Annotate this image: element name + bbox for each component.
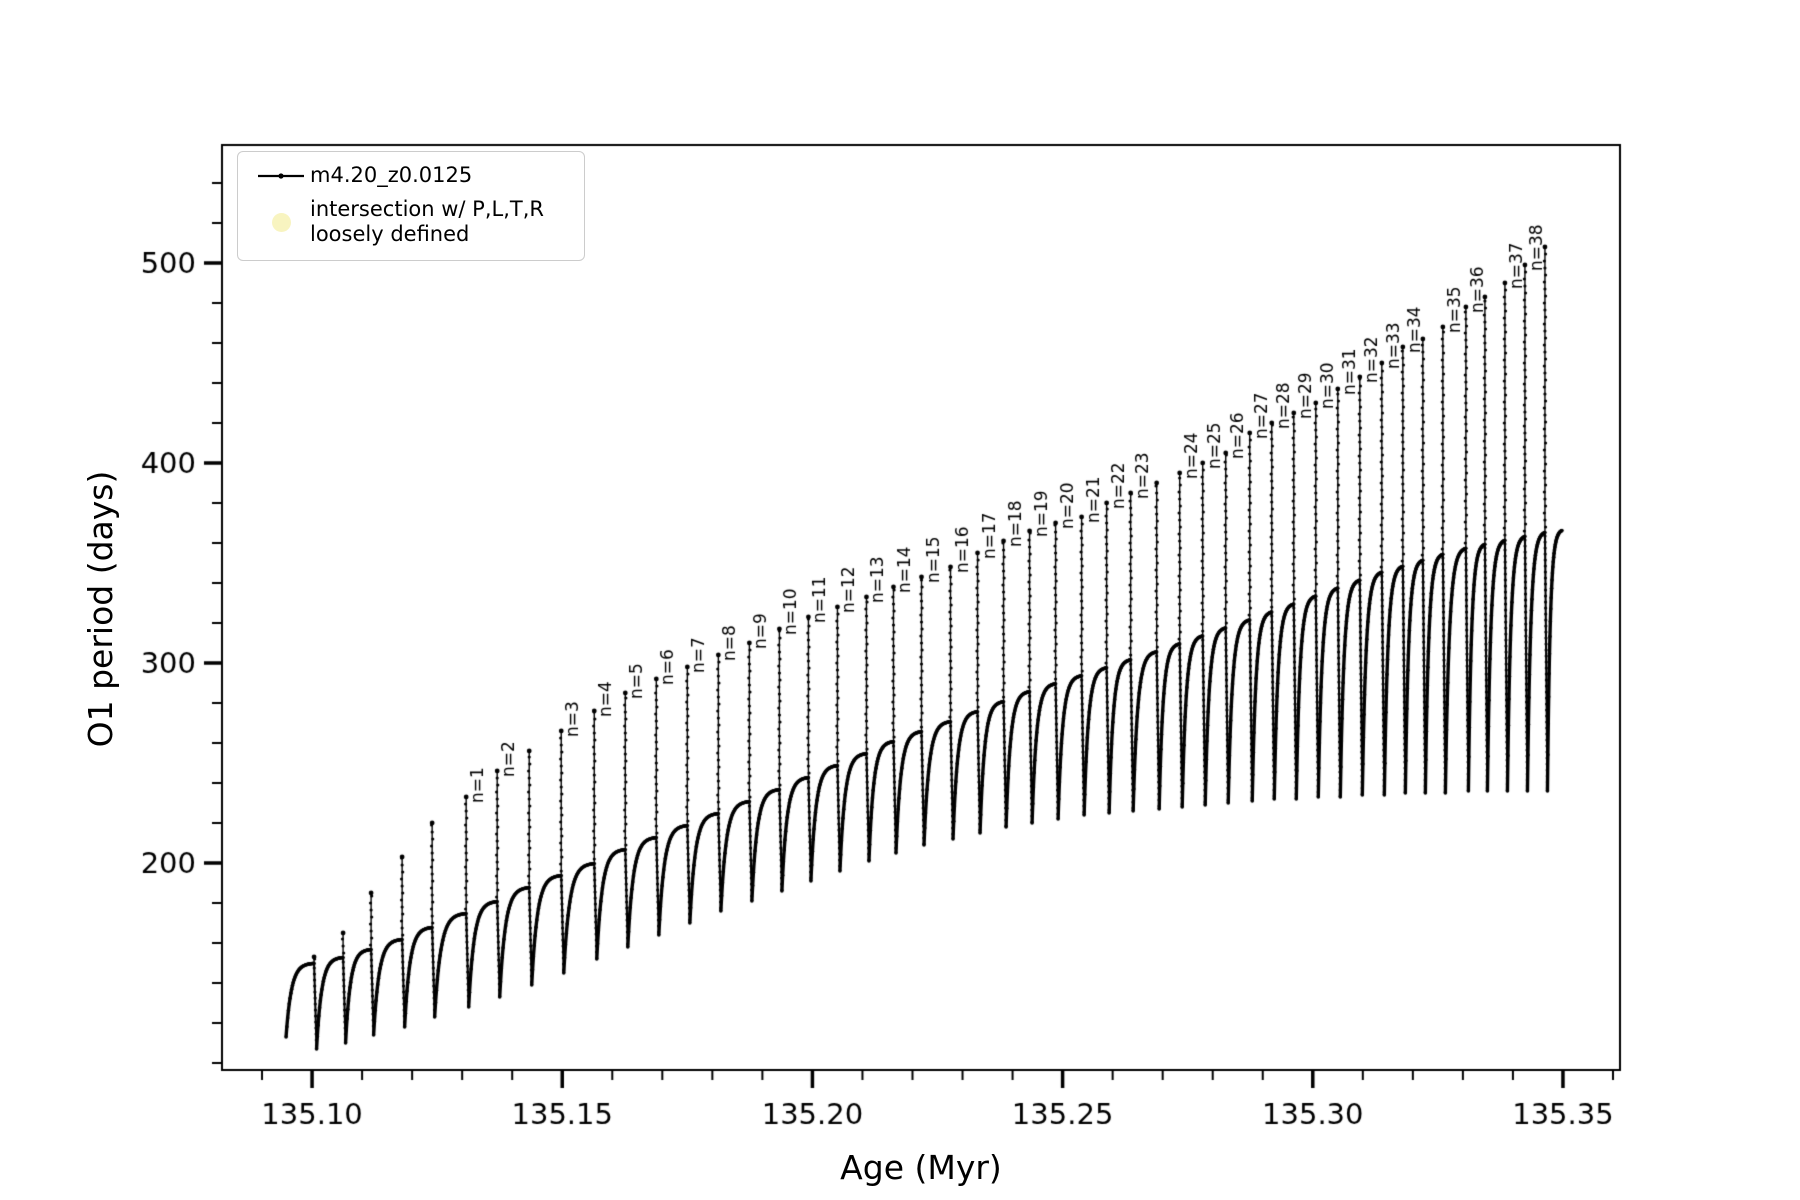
legend-series-label: m4.20_z0.0125: [310, 163, 473, 187]
y-axis-title: O1 period (days): [81, 470, 120, 748]
legend-intersection-line1: intersection w/ P,L,T,R: [310, 197, 544, 222]
x-axis-title: Age (Myr): [840, 1148, 1002, 1187]
legend-intersection-label: intersection w/ P,L,T,R loosely defined: [310, 197, 544, 247]
legend-entry-series: m4.20_z0.0125: [252, 163, 570, 188]
yellow-circle-icon: [271, 212, 291, 232]
circle-marker-icon: [252, 212, 310, 232]
legend-entry-intersection: intersection w/ P,L,T,R loosely defined: [252, 197, 570, 247]
legend: m4.20_z0.0125 intersection w/ P,L,T,R lo…: [237, 151, 585, 261]
legend-intersection-line2: loosely defined: [310, 222, 470, 247]
line-dot-marker-icon: [252, 170, 310, 182]
